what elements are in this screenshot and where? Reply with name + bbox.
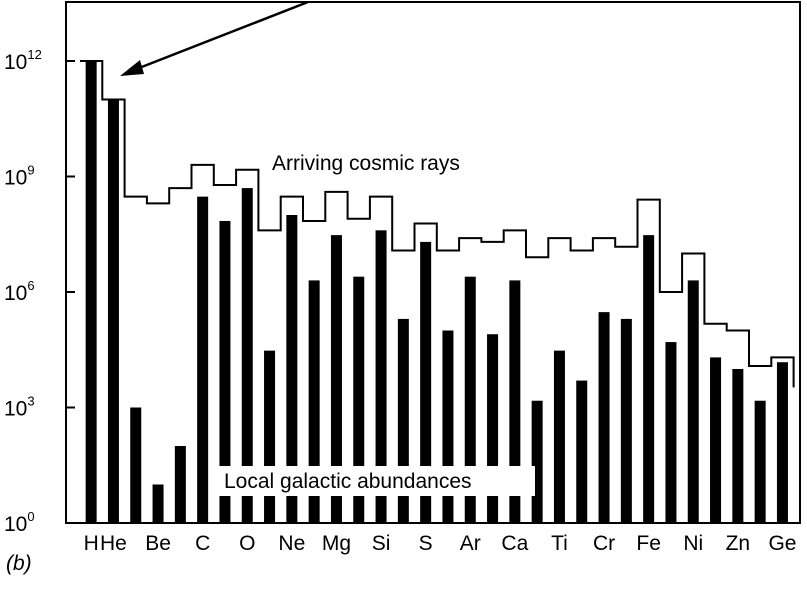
bar-Na (308, 280, 320, 523)
bar-V (576, 380, 588, 523)
y-axis-ticks: 100 103 106 109 1012 (4, 47, 75, 536)
bar-B (174, 446, 186, 523)
bar-Ca (509, 280, 521, 523)
bar-Ni (687, 280, 699, 523)
annotation-local-galactic-abundances: Local galactic abundances (224, 470, 472, 493)
bar-Cr (598, 312, 610, 523)
bar-C (197, 196, 209, 523)
bar-Ga (754, 400, 766, 523)
x-tick-label: Fe (636, 532, 661, 555)
bar-Ti (553, 350, 565, 523)
x-tick-label: Mg (322, 532, 351, 555)
annotation-background (219, 466, 535, 496)
x-tick-label: He (100, 532, 127, 555)
bar-P (397, 318, 409, 523)
bar-Cl (442, 330, 454, 523)
bar-Li (130, 407, 142, 523)
x-tick-label: Ni (683, 532, 703, 555)
bar-He (107, 99, 119, 523)
bar-Fe (643, 235, 655, 523)
pointer-arrow (133, 0, 309, 72)
bar-O (241, 188, 253, 523)
y-tick-label: 109 (4, 163, 35, 190)
x-tick-label: Ar (460, 532, 481, 555)
bar-Sc (531, 400, 543, 523)
cosmic-ray-step-line (80, 60, 795, 388)
bar-Ne (286, 215, 298, 523)
annotation-arriving-cosmic-rays: Arriving cosmic rays (272, 152, 460, 175)
abundance-bars (85, 61, 788, 524)
bar-K (487, 334, 499, 523)
x-tick-label: Ti (551, 532, 568, 555)
y-tick-label: 1012 (4, 47, 42, 74)
y-tick-label: 106 (4, 278, 35, 305)
x-axis-labels: H He Be C O Ne Mg Si S Ar Ca Ti Cr Fe Ni Zn Ge (84, 532, 797, 555)
bar-F (264, 350, 276, 523)
bar-Si (375, 230, 387, 524)
x-tick-label: Si (372, 532, 391, 555)
x-tick-label: Cr (593, 532, 615, 555)
bar-Ge (776, 362, 788, 523)
x-tick-label: H (84, 532, 99, 555)
bar-H (85, 61, 97, 523)
x-tick-label: Ne (278, 532, 305, 555)
x-tick-label: C (195, 532, 210, 555)
bar-Mn (620, 318, 632, 523)
bar-Co (665, 342, 677, 523)
bar-Zn (732, 369, 744, 523)
arrowhead-icon (120, 60, 144, 76)
x-tick-label: Ca (501, 532, 528, 555)
x-tick-label: S (419, 532, 433, 555)
y-tick-label: 100 (4, 509, 35, 536)
plot-frame (65, 1, 801, 524)
bar-Ar (464, 276, 476, 523)
bar-Al (353, 276, 365, 523)
x-tick-label: Zn (726, 532, 751, 555)
bar-Be (152, 484, 164, 523)
y-tick-label: 103 (4, 394, 35, 421)
bar-Cu (710, 357, 722, 523)
bar-Mg (330, 235, 342, 523)
x-tick-label: O (239, 532, 255, 555)
bar-S (420, 241, 432, 523)
panel-label: (b) (6, 552, 32, 575)
x-tick-label: Be (145, 532, 171, 555)
bar-N (219, 220, 231, 523)
x-tick-label: Ge (768, 532, 796, 555)
